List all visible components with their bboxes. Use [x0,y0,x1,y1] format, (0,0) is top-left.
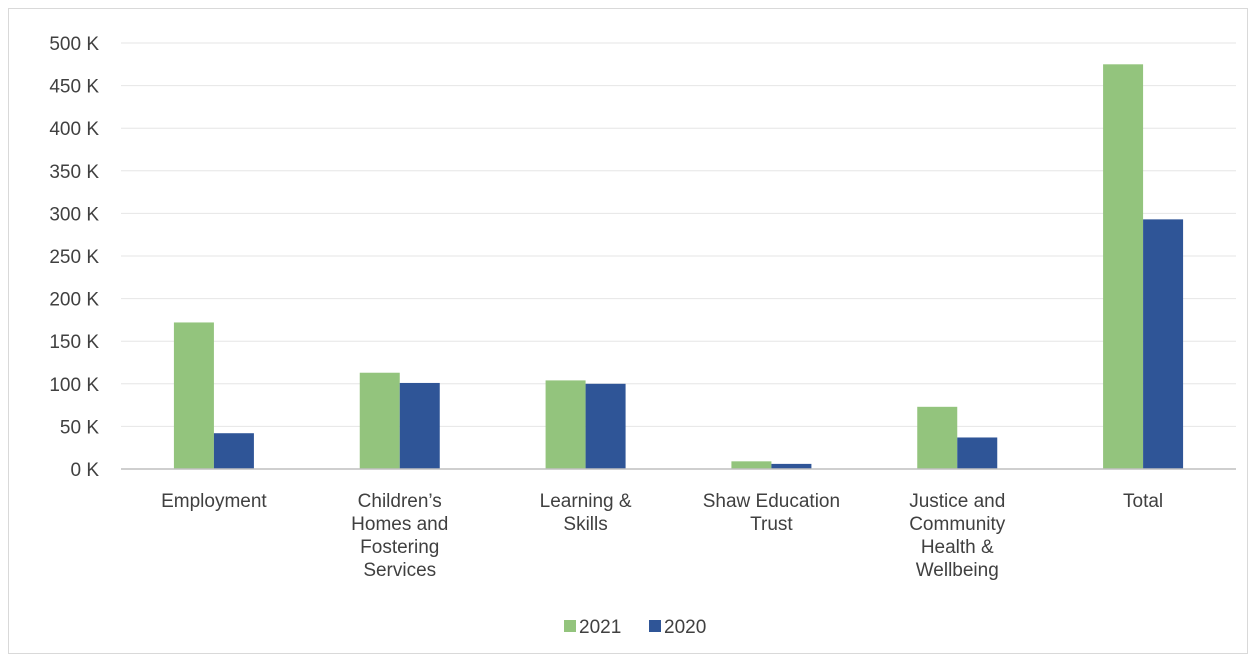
x-category-label: Learning & Skills [540,491,632,535]
bar-2021-2 [545,380,586,469]
x-category-label-line: Services [363,560,436,581]
bar-2021-1 [359,372,400,469]
bar-2020-3 [771,463,812,469]
bar-2021-0 [173,322,214,469]
y-tick-label: 200 K [49,290,99,311]
x-category-label-line: Homes and [351,514,448,535]
x-category-label-line: Total [1123,491,1163,512]
y-axis-tick-labels: 0 K 50 K 100 K 150 K 200 K 250 K 300 K 350 K 400… [49,34,99,481]
y-tick-label: 300 K [49,204,99,225]
legend-label: 2021 [579,617,621,638]
x-category-label-line: Shaw Education [703,491,840,512]
y-tick-label: 50 K [60,417,99,438]
x-category-label-line: Health & [921,537,994,558]
y-tick-label: 450 K [49,77,99,98]
x-category-label-line: Trust [750,514,793,535]
bar-2020-1 [399,382,440,469]
y-tick-label: 150 K [49,332,99,353]
x-category-label: Total [1123,491,1163,512]
bar-2021-3 [731,461,772,469]
bar-2020-5 [1143,219,1184,469]
y-tick-label: 350 K [49,162,99,183]
bar-2021-5 [1103,64,1144,470]
x-category-label-line: Community [909,514,1006,535]
x-category-label-line: Learning & [540,491,632,512]
legend-swatch-2021 [564,620,576,632]
bar-2020-0 [213,433,254,469]
y-tick-label: 100 K [49,375,99,396]
y-tick-label: 400 K [49,119,99,140]
y-tick-label: 500 K [49,34,99,55]
x-category-label-line: Wellbeing [916,560,999,581]
x-category-label-line: Employment [161,491,267,512]
x-axis-category-labels: Employment Children’s Homes and Fostering Se… [161,491,1163,581]
legend-swatch-2020 [649,620,661,632]
bar-2021-4 [917,406,958,469]
bar-chart: 0 K 50 K 100 K 150 K 200 K 250 K 300 K 350 K 400… [49,34,1236,638]
x-category-label-line: Children’s [358,491,442,512]
x-category-label-line: Justice and [909,491,1005,512]
legend-label: 2020 [664,617,706,638]
legend: 2021 2020 [564,617,706,638]
bar-2020-4 [957,437,998,469]
gridlines [121,42,1236,427]
x-category-label: Justice and Community Health & Wellbeing [909,491,1006,581]
bars [173,64,1184,470]
x-category-label: Employment [161,491,267,512]
x-category-label: Children’s Homes and Fostering Services [351,491,448,581]
bar-2020-2 [585,383,626,469]
x-category-label: Shaw Education Trust [703,491,840,535]
x-category-label-line: Skills [563,514,607,535]
chart-frame: 0 K 50 K 100 K 150 K 200 K 250 K 300 K 350 K 400… [8,8,1248,654]
x-category-label-line: Fostering [360,537,439,558]
y-tick-label: 250 K [49,247,99,268]
y-tick-label: 0 K [70,460,99,481]
